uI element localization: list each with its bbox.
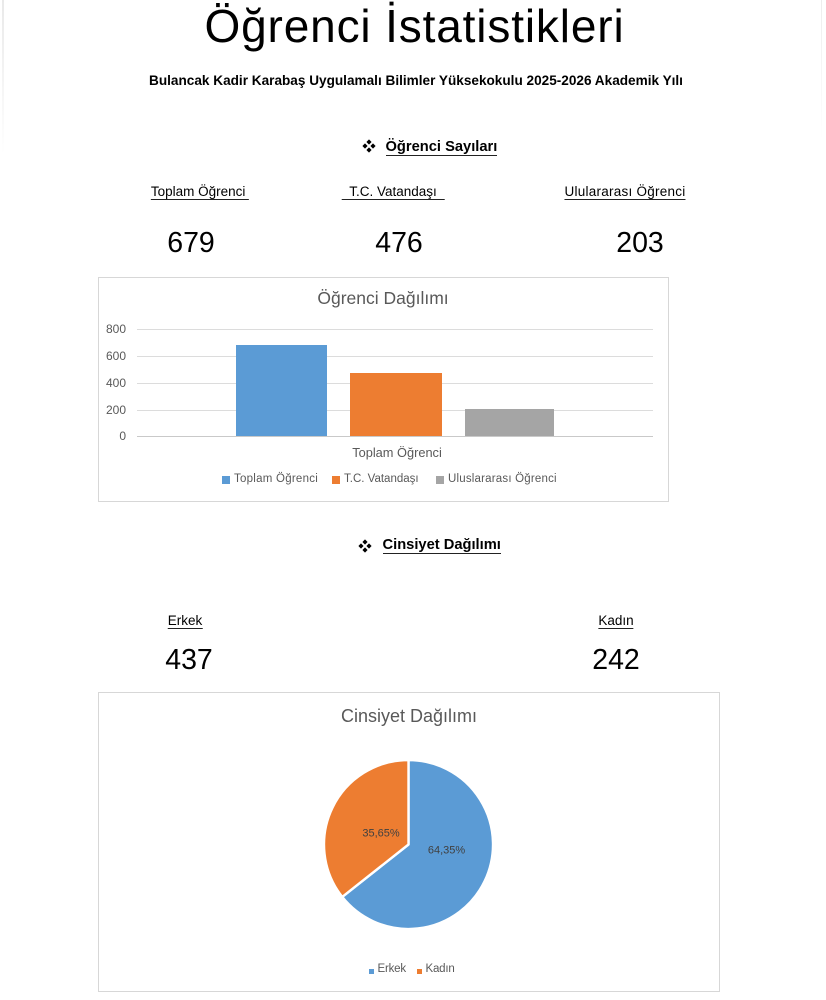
- svg-text:35,65%: 35,65%: [362, 828, 400, 840]
- svg-text:64,35%: 64,35%: [428, 845, 466, 857]
